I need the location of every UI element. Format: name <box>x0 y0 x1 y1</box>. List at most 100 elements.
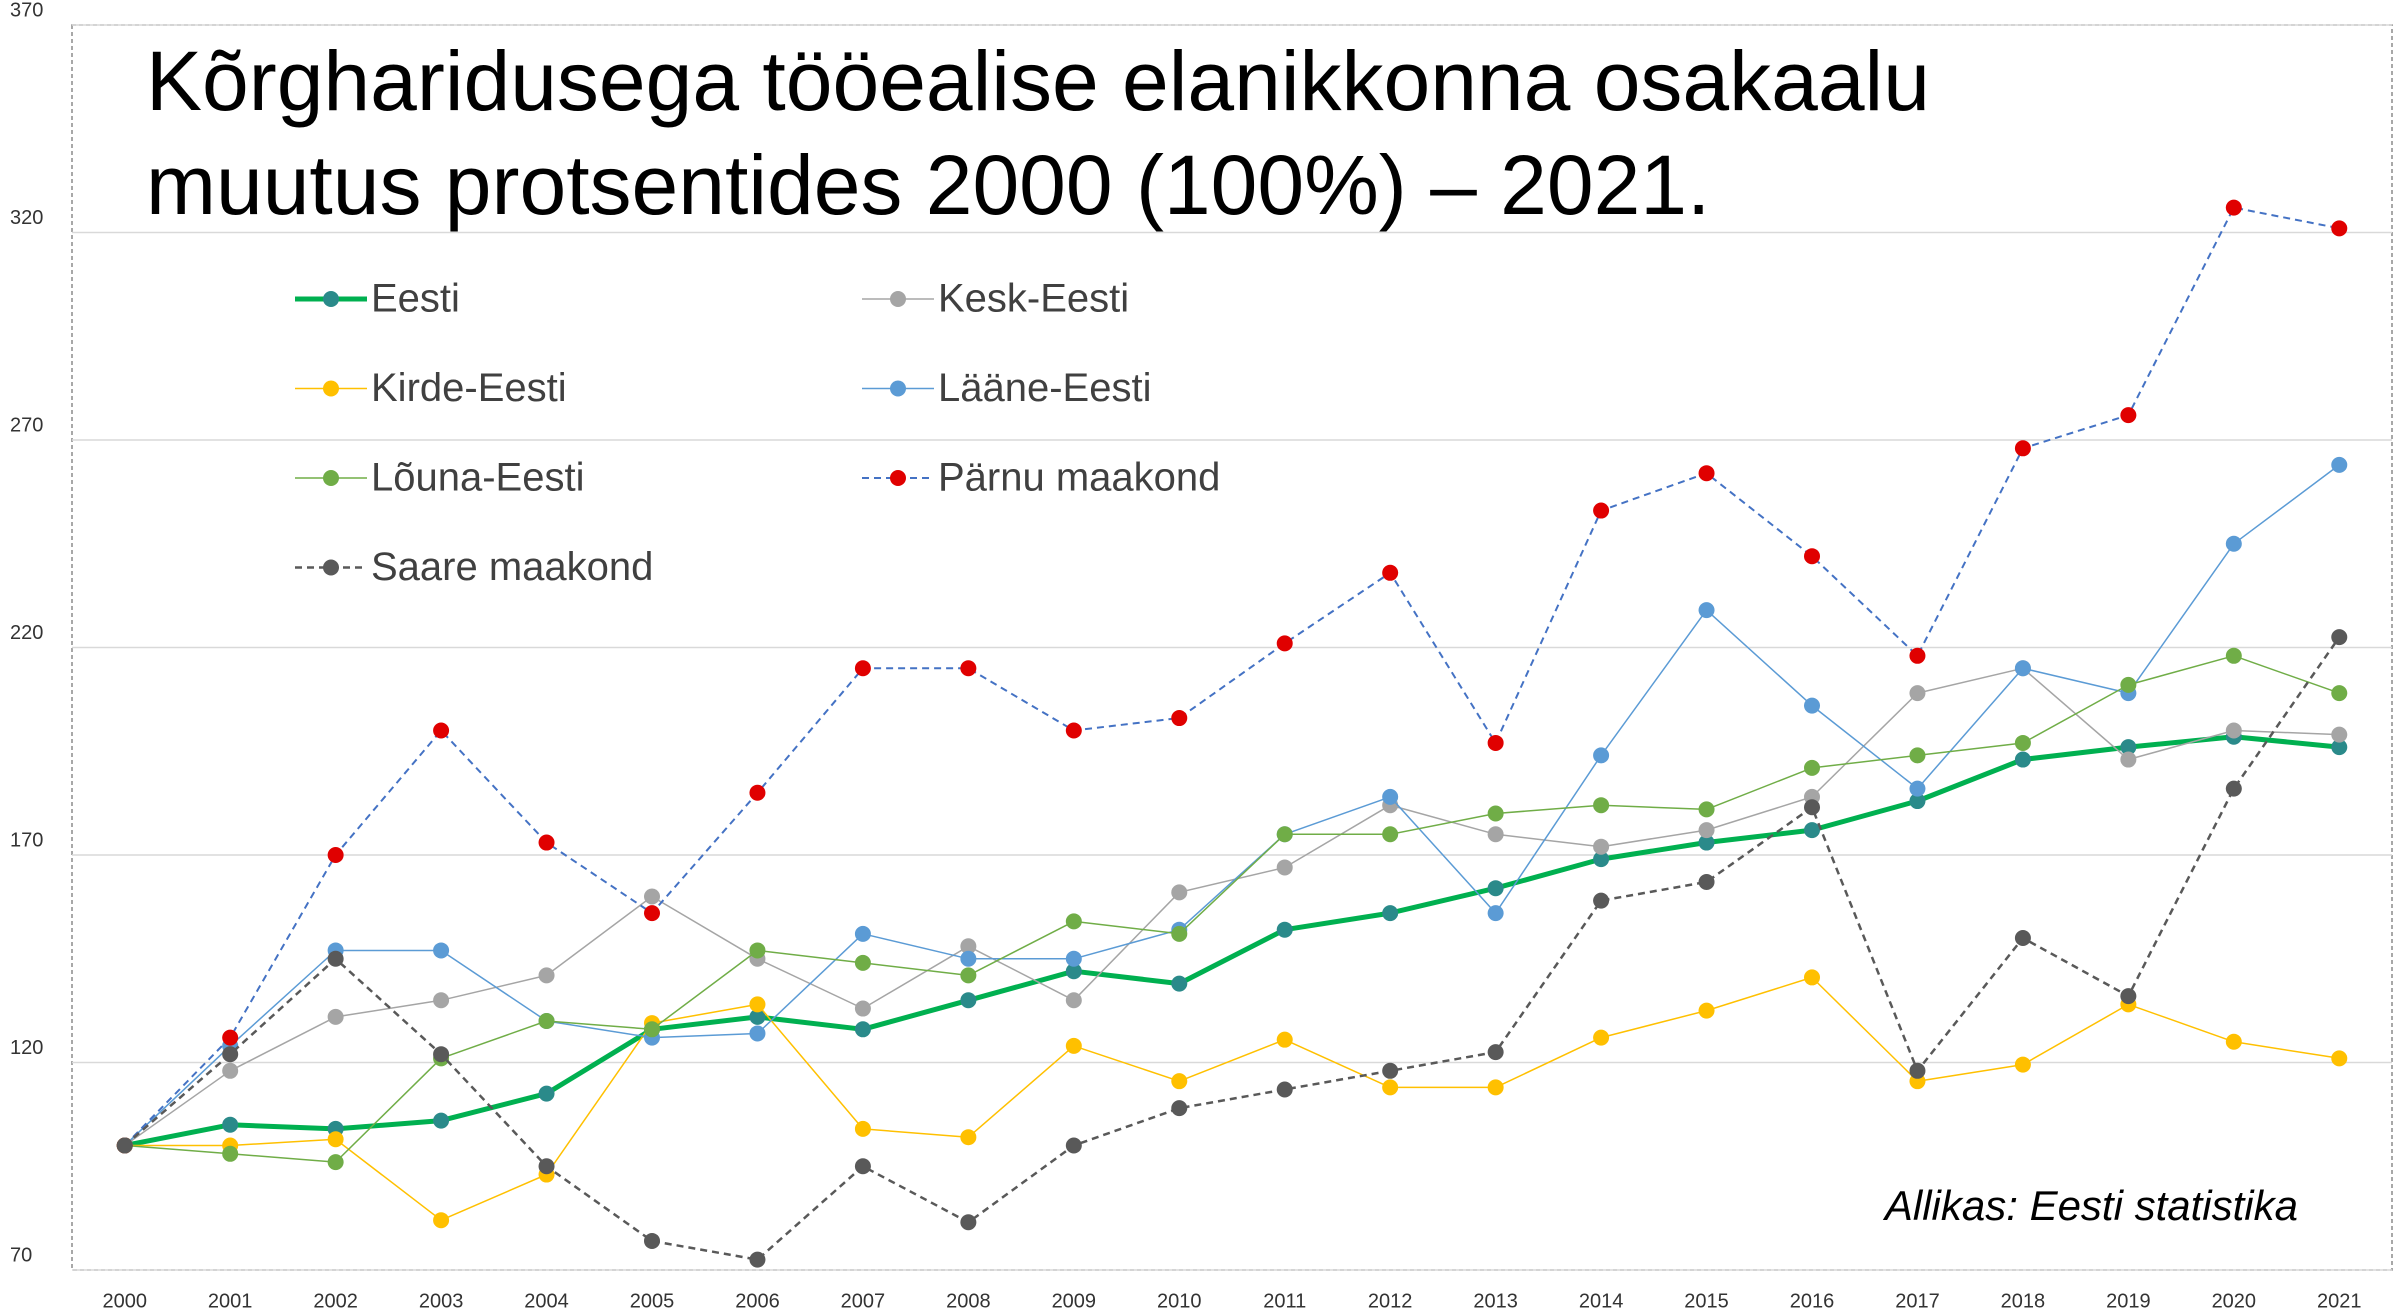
series-marker <box>1804 548 1820 565</box>
series-marker <box>1065 1037 1082 1054</box>
series-marker <box>433 722 450 739</box>
series-lines <box>116 199 2348 1268</box>
series-marker <box>538 1158 555 1175</box>
series-marker <box>1487 905 1504 922</box>
legend-label: Pärnu maakond <box>938 456 1220 500</box>
series-marker <box>854 925 871 942</box>
series-marker <box>2014 440 2031 457</box>
series-marker <box>1487 805 1504 822</box>
x-tick-label: 2021 <box>2317 1290 2362 1312</box>
series-marker <box>1382 1079 1399 1096</box>
series-marker <box>1804 969 1820 986</box>
x-tick-label: 2016 <box>1790 1290 1835 1312</box>
y-tick-label: 220 <box>10 622 43 644</box>
series-marker <box>1804 822 1820 839</box>
series-marker <box>960 1214 977 1231</box>
series-marker <box>327 1154 344 1171</box>
series-marker <box>433 992 450 1009</box>
series-marker <box>2014 751 2031 768</box>
series-marker <box>2225 780 2242 797</box>
x-tick-label: 2005 <box>630 1290 675 1312</box>
series-marker <box>1171 1100 1188 1117</box>
series-marker <box>2331 629 2348 646</box>
series-marker <box>2225 722 2242 739</box>
series-marker <box>1593 838 1610 855</box>
x-tick-label: 2007 <box>841 1290 886 1312</box>
series-marker <box>1276 859 1293 876</box>
series-marker <box>2014 930 2031 946</box>
series-marker <box>2120 739 2137 756</box>
series-marker <box>327 950 344 967</box>
series-marker <box>538 967 555 984</box>
series-marker <box>644 888 660 905</box>
series-marker <box>2120 407 2137 424</box>
series-marker <box>1065 722 1082 739</box>
series-marker <box>1276 826 1293 843</box>
series-marker <box>1804 799 1820 816</box>
chart-title-line: Kõrgharidusega tööealise elanikkonna osa… <box>146 34 1930 128</box>
series-marker <box>2331 739 2348 756</box>
legend-marker <box>890 380 906 397</box>
series-marker <box>2014 660 2031 677</box>
series-marker <box>1698 1002 1715 1019</box>
series-marker <box>1804 759 1820 776</box>
series-line <box>124 734 2340 1148</box>
x-tick-label: 2002 <box>313 1290 358 1312</box>
series-marker <box>960 992 977 1009</box>
series-marker <box>854 660 871 677</box>
x-tick-label: 2006 <box>735 1290 780 1312</box>
y-tick-label: 370 <box>10 0 43 21</box>
series-marker <box>222 1062 239 1079</box>
series-line <box>123 636 2341 1261</box>
y-tick-label: 320 <box>10 207 43 229</box>
series-marker <box>1171 884 1188 901</box>
series-marker <box>960 1129 977 1146</box>
series-marker <box>749 1025 766 1042</box>
series-marker <box>1593 747 1610 764</box>
series-marker <box>222 1029 239 1046</box>
series-marker <box>2014 734 2031 751</box>
series-marker <box>1171 1073 1188 1090</box>
series-marker <box>433 942 450 959</box>
series-marker <box>1909 793 1926 810</box>
series-marker <box>644 1232 660 1249</box>
legend-label: Eesti <box>371 277 460 321</box>
legend-label: Lääne-Eesti <box>938 366 1151 410</box>
x-tick-label: 2018 <box>2001 1290 2046 1312</box>
series-marker <box>538 1013 555 1029</box>
series-marker <box>960 660 977 677</box>
series-marker <box>1171 710 1188 727</box>
series-marker <box>2331 1050 2348 1067</box>
series-marker <box>327 847 344 863</box>
series-marker <box>1065 992 1082 1009</box>
series-marker <box>1487 826 1504 843</box>
series-marker <box>2120 751 2137 768</box>
x-tick-label: 2011 <box>1263 1290 1306 1312</box>
series-marker <box>1909 780 1926 797</box>
series-marker <box>1909 747 1926 764</box>
x-tick-label: 2008 <box>946 1290 991 1312</box>
series-marker <box>538 1085 555 1102</box>
series-marker <box>1171 975 1188 992</box>
series-marker <box>1804 697 1820 714</box>
y-tick-label: 170 <box>10 829 43 851</box>
series-marker <box>854 1021 871 1038</box>
series-marker <box>1487 1079 1504 1096</box>
x-tick-label: 2020 <box>2212 1290 2257 1312</box>
series-marker <box>749 1008 766 1025</box>
series-marker <box>1382 564 1399 581</box>
series-marker <box>2120 988 2137 1005</box>
series-marker <box>1171 925 1188 942</box>
series-marker <box>1382 905 1399 922</box>
series-marker <box>1593 797 1610 814</box>
series-marker <box>1065 913 1082 930</box>
series-marker <box>116 1137 133 1154</box>
x-tick-label: 2012 <box>1368 1290 1413 1312</box>
series-marker <box>433 1212 450 1229</box>
series-marker <box>2120 676 2137 693</box>
series-marker <box>1487 1044 1504 1061</box>
series-marker <box>749 784 766 801</box>
series-line <box>124 667 2340 1147</box>
